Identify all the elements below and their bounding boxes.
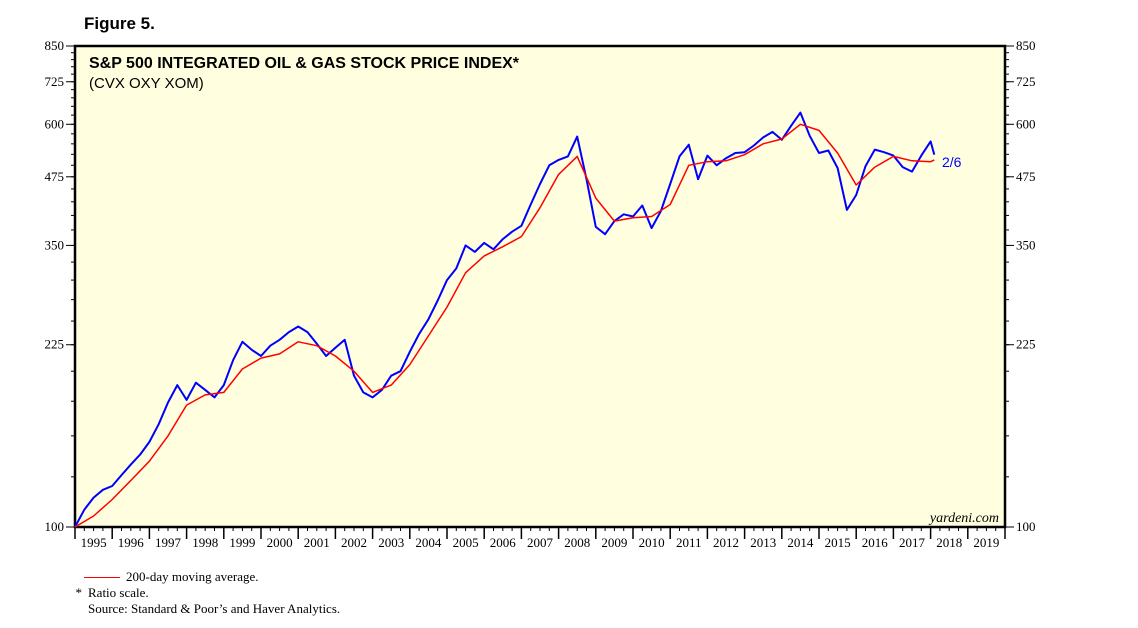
right-axis: 100 225 350 475 600 725 850 bbox=[1005, 38, 1036, 534]
x-tick-label: 2015 bbox=[825, 535, 851, 550]
y-tick-label-left: 100 bbox=[45, 519, 65, 534]
series-layer bbox=[74, 111, 936, 528]
legend-red-line bbox=[84, 576, 120, 578]
x-tick-label: 2006 bbox=[490, 535, 517, 550]
asterisk: * bbox=[75, 585, 83, 600]
y-tick-label-left: 725 bbox=[45, 74, 65, 89]
chart-title: S&P 500 INTEGRATED OIL & GAS STOCK PRICE… bbox=[89, 55, 520, 72]
ratio-note-label: Ratio scale. bbox=[88, 585, 149, 600]
x-tick-label: 2016 bbox=[862, 535, 889, 550]
yardeni-watermark: yardeni.com bbox=[928, 511, 999, 526]
x-tick-label: 2008 bbox=[564, 535, 590, 550]
y-tick-label-left: 475 bbox=[45, 169, 65, 184]
x-tick-label: 2019 bbox=[973, 535, 999, 550]
last-date-label: 2/6 bbox=[942, 154, 962, 170]
x-tick-label: 2017 bbox=[899, 535, 926, 550]
x-tick-label: 2003 bbox=[378, 535, 404, 550]
x-tick-label: 1997 bbox=[155, 535, 182, 550]
x-tick-label: 2014 bbox=[787, 535, 814, 550]
x-tick-label: 2005 bbox=[453, 535, 479, 550]
y-tick-label-left: 350 bbox=[45, 237, 65, 252]
x-tick-label: 2009 bbox=[601, 535, 627, 550]
x-tick-label: 1996 bbox=[118, 535, 145, 550]
figure-label: Figure 5. bbox=[84, 14, 155, 33]
plot-background bbox=[73, 44, 1007, 529]
x-tick-label: 2000 bbox=[267, 535, 293, 550]
x-tick-label: 2011 bbox=[676, 535, 702, 550]
ratio-note: * Ratio scale. bbox=[62, 585, 340, 601]
x-tick-label: 1999 bbox=[229, 535, 255, 550]
y-tick-label-left: 850 bbox=[45, 38, 65, 53]
legend-ma-label: 200-day moving average. bbox=[126, 569, 259, 584]
y-tick-label-right: 225 bbox=[1016, 337, 1036, 352]
x-tick-label: 2007 bbox=[527, 535, 554, 550]
chart: 100 225 350 475 600 725 850 100 225 350 475 600 725… bbox=[45, 38, 1036, 550]
y-tick-label-right: 725 bbox=[1016, 74, 1036, 89]
y-tick-label-left: 225 bbox=[45, 337, 65, 352]
x-tick-label: 2013 bbox=[750, 535, 776, 550]
x-tick-label: 2010 bbox=[639, 535, 665, 550]
y-tick-label-right: 100 bbox=[1016, 519, 1036, 534]
x-tick-label: 1995 bbox=[81, 535, 107, 550]
moving-average-line bbox=[74, 123, 935, 528]
x-tick-label: 1998 bbox=[192, 535, 218, 550]
y-tick-label-left: 600 bbox=[45, 116, 65, 131]
index-line bbox=[74, 111, 936, 528]
source-note-label: Source: Standard & Poor’s and Haver Anal… bbox=[88, 601, 341, 616]
y-tick-label-right: 850 bbox=[1016, 38, 1036, 53]
x-tick-label: 2004 bbox=[415, 535, 442, 550]
x-tick-label: 2002 bbox=[341, 535, 367, 550]
x-tick-label: 2012 bbox=[713, 535, 739, 550]
x-tick-label: 2018 bbox=[936, 535, 962, 550]
y-tick-label-right: 350 bbox=[1016, 237, 1036, 252]
y-tick-label-right: 600 bbox=[1016, 116, 1036, 131]
left-axis: 100 225 350 475 600 725 850 bbox=[45, 38, 75, 534]
x-tick-label: 2001 bbox=[304, 535, 330, 550]
footnotes: 200-day moving average. * Ratio scale. S… bbox=[62, 569, 341, 617]
source-note: Source: Standard & Poor’s and Haver Anal… bbox=[62, 601, 340, 617]
y-tick-label-right: 475 bbox=[1016, 169, 1036, 184]
chart-subtitle: (CVX OXY XOM) bbox=[89, 75, 204, 92]
x-axis: 1995 1996 1997 1998 1999 2000 2001 2002 2003 2004… bbox=[74, 527, 1006, 550]
legend-moving-average: 200-day moving average. bbox=[62, 569, 340, 585]
